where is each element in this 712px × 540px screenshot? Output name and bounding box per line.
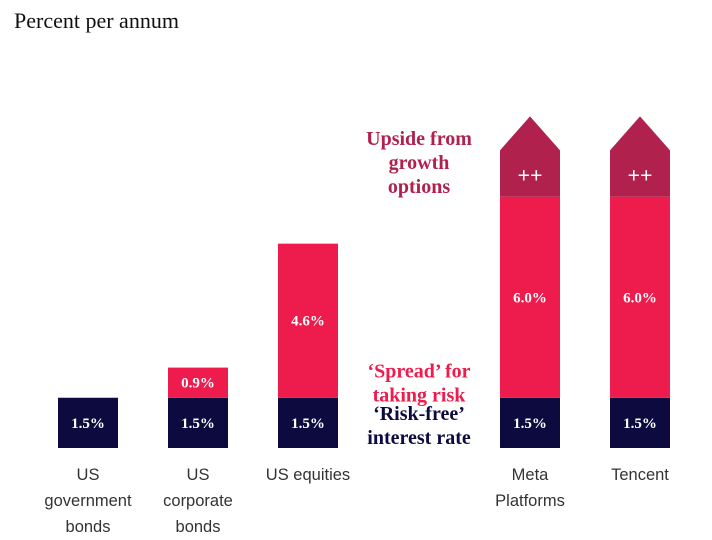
bar-label-riskfree-3: 1.5% <box>513 416 547 432</box>
bar-label-riskfree-1: 1.5% <box>181 416 215 432</box>
annotation-line: ‘Risk-free’ <box>373 403 465 425</box>
x-label-line: bonds <box>66 518 111 536</box>
bar-growth-3 <box>500 116 560 197</box>
annotation-growth: Upside from growth options <box>366 128 472 198</box>
bar-growth-4 <box>610 116 670 197</box>
annotation-line: ‘Spread’ for <box>367 361 470 383</box>
annotation-line: Upside from <box>366 128 472 150</box>
chart-title: Percent per annum <box>14 8 179 33</box>
bar-label-spread-3: 6.0% <box>513 290 547 306</box>
bar-riskfree-3 <box>500 397 560 448</box>
bar-riskfree-0 <box>58 397 118 448</box>
bar-label-riskfree-0: 1.5% <box>71 416 105 432</box>
annotation-riskfree: ‘Risk-free’ interest rate <box>367 403 471 449</box>
bar-riskfree-4 <box>610 397 670 448</box>
annotations-layer: Upside from growth options ‘Spread’ for taki… <box>366 128 472 449</box>
bar-label-spread-1: 0.9% <box>181 376 215 392</box>
x-label-line: US equities <box>266 466 350 484</box>
annotation-line: taking risk <box>373 385 467 407</box>
annotation-line: options <box>388 176 450 198</box>
x-label-line: US <box>187 466 210 484</box>
x-label-line: bonds <box>176 518 221 536</box>
bar-label-riskfree-2: 1.5% <box>291 416 325 432</box>
bar-label-growth-3: ++ <box>517 163 542 188</box>
bar-spread-1 <box>168 367 228 398</box>
bar-label-riskfree-4: 1.5% <box>623 416 657 432</box>
bar-label-spread-4: 6.0% <box>623 290 657 306</box>
annotation-line: growth <box>389 152 450 174</box>
x-label-line: corporate <box>163 492 233 510</box>
x-label-line: Tencent <box>611 466 669 484</box>
x-label-1: US corporate bonds <box>163 466 233 536</box>
bars-layer: 1.5% 1.5% 0.9% 1.5% 4.6% 1.5% 6.0% ++ 1.5% 6.0% ++ <box>58 116 670 448</box>
bar-spread-3 <box>500 196 560 398</box>
bar-spread-4 <box>610 196 670 398</box>
bar-label-spread-2: 4.6% <box>291 314 325 330</box>
bar-spread-2 <box>278 243 338 398</box>
x-label-3: Meta Platforms <box>495 466 565 510</box>
bar-label-growth-4: ++ <box>627 163 652 188</box>
x-label-line: Platforms <box>495 492 565 510</box>
x-label-4: Tencent <box>611 466 669 484</box>
x-label-2: US equities <box>266 466 350 484</box>
x-label-line: US <box>77 466 100 484</box>
x-label-line: Meta <box>512 466 550 484</box>
annotation-spread: ‘Spread’ for taking risk <box>367 361 470 407</box>
x-label-0: US government bonds <box>44 466 132 536</box>
bar-riskfree-1 <box>168 397 228 448</box>
bar-riskfree-2 <box>278 397 338 448</box>
x-axis-labels: US government bonds US corporate bonds US equi… <box>44 466 669 536</box>
x-label-line: government <box>44 492 132 510</box>
annotation-line: interest rate <box>367 427 471 449</box>
